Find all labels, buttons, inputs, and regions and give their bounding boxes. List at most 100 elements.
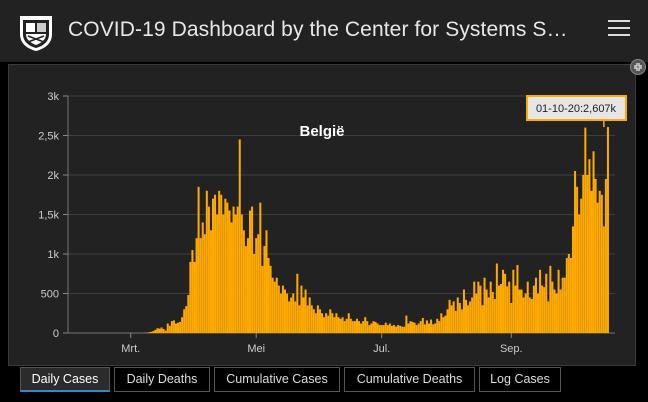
bar[interactable] <box>300 285 303 333</box>
bar[interactable] <box>551 281 554 333</box>
bar[interactable] <box>337 317 340 333</box>
bar[interactable] <box>366 321 369 333</box>
bar[interactable] <box>534 277 537 333</box>
bar[interactable] <box>448 299 451 333</box>
bar[interactable] <box>399 325 402 333</box>
bar[interactable] <box>360 323 363 333</box>
bar[interactable] <box>168 325 171 333</box>
bar[interactable] <box>415 325 418 333</box>
bar[interactable] <box>306 305 309 333</box>
bar[interactable] <box>368 325 371 333</box>
bar[interactable] <box>481 305 484 333</box>
bar[interactable] <box>547 301 550 333</box>
bar[interactable] <box>277 285 280 333</box>
bar[interactable] <box>321 313 324 333</box>
bar[interactable] <box>265 230 268 333</box>
bar[interactable] <box>423 324 426 333</box>
bar[interactable] <box>304 289 307 333</box>
bar[interactable] <box>261 265 264 333</box>
bar[interactable] <box>259 202 262 333</box>
bar[interactable] <box>205 190 208 333</box>
bar[interactable] <box>150 331 153 333</box>
bar[interactable] <box>228 210 231 333</box>
bar[interactable] <box>487 297 490 333</box>
bar[interactable] <box>214 194 217 333</box>
bar[interactable] <box>316 305 319 333</box>
bar[interactable] <box>232 206 235 333</box>
bar[interactable] <box>405 315 408 333</box>
bar[interactable] <box>242 230 245 333</box>
bar[interactable] <box>177 322 180 333</box>
bar[interactable] <box>571 226 574 333</box>
bar[interactable] <box>327 315 330 333</box>
bar[interactable] <box>588 159 591 333</box>
bar[interactable] <box>281 285 284 333</box>
bar[interactable] <box>339 318 342 333</box>
bar[interactable] <box>479 285 482 333</box>
bar[interactable] <box>465 299 468 333</box>
bar[interactable] <box>257 234 260 333</box>
tab-daily-cases[interactable]: Daily Cases <box>20 367 110 392</box>
bar[interactable] <box>224 198 227 333</box>
bar[interactable] <box>222 214 225 334</box>
bar[interactable] <box>329 309 332 333</box>
bar[interactable] <box>255 238 258 333</box>
bar[interactable] <box>467 305 470 333</box>
bar[interactable] <box>557 269 560 333</box>
bar[interactable] <box>312 309 315 333</box>
bar[interactable] <box>504 273 507 333</box>
bar[interactable] <box>370 323 373 333</box>
bar[interactable] <box>355 318 358 333</box>
bar[interactable] <box>452 301 455 333</box>
bar[interactable] <box>578 214 581 334</box>
bar[interactable] <box>555 293 558 334</box>
bar[interactable] <box>567 254 570 333</box>
bar[interactable] <box>440 313 443 333</box>
bar[interactable] <box>279 293 282 334</box>
bar[interactable] <box>413 322 416 333</box>
bar[interactable] <box>514 285 517 333</box>
bar[interactable] <box>590 190 593 333</box>
bar[interactable] <box>384 322 387 333</box>
bar[interactable] <box>234 214 237 334</box>
bar[interactable] <box>545 273 548 333</box>
bar[interactable] <box>598 190 601 333</box>
bar[interactable] <box>483 277 486 333</box>
bar[interactable] <box>454 310 457 333</box>
bar[interactable] <box>148 332 151 333</box>
bar[interactable] <box>162 329 165 333</box>
bar[interactable] <box>244 246 247 333</box>
bar[interactable] <box>473 281 476 333</box>
tab-cumulative-cases[interactable]: Cumulative Cases <box>214 367 340 392</box>
bar[interactable] <box>341 317 344 333</box>
bar[interactable] <box>226 202 229 333</box>
bar[interactable] <box>249 210 252 333</box>
bar[interactable] <box>185 306 188 333</box>
bar[interactable] <box>343 321 346 333</box>
bar[interactable] <box>271 277 274 333</box>
bar[interactable] <box>450 305 453 333</box>
bar[interactable] <box>409 321 412 333</box>
bar[interactable] <box>386 325 389 333</box>
bar[interactable] <box>335 313 338 333</box>
bar[interactable] <box>238 139 241 333</box>
bar[interactable] <box>403 326 406 333</box>
bar[interactable] <box>563 277 566 333</box>
bar[interactable] <box>602 226 605 333</box>
bar[interactable] <box>438 321 441 333</box>
bar[interactable] <box>325 313 328 333</box>
bar[interactable] <box>444 315 447 333</box>
bar[interactable] <box>471 297 474 333</box>
bar[interactable] <box>502 269 505 333</box>
bar[interactable] <box>191 250 194 333</box>
bar[interactable] <box>362 321 365 333</box>
bar[interactable] <box>308 297 311 333</box>
bar[interactable] <box>203 234 206 333</box>
bar[interactable] <box>520 289 523 333</box>
bar[interactable] <box>499 284 502 333</box>
bar[interactable] <box>427 323 430 333</box>
bar[interactable] <box>220 194 223 333</box>
bar[interactable] <box>240 214 243 334</box>
bar[interactable] <box>216 214 219 334</box>
bar[interactable] <box>411 321 414 333</box>
